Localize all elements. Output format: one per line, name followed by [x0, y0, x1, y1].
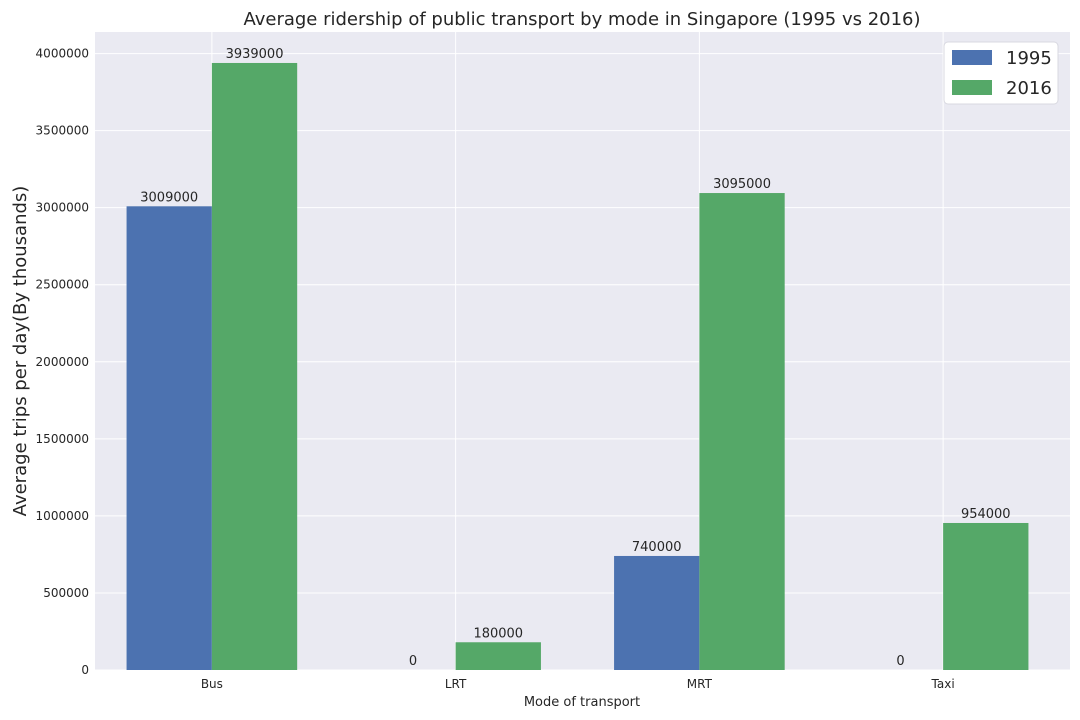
y-tick-label: 2500000 [36, 278, 89, 292]
y-tick-label: 4000000 [36, 47, 89, 61]
data-label-1995-taxi: 0 [896, 654, 904, 669]
y-tick-label: 3500000 [36, 124, 89, 138]
x-tick-label-taxi: Taxi [931, 677, 955, 691]
chart-title: Average ridership of public transport by… [243, 9, 920, 30]
data-label-2016-taxi: 954000 [961, 507, 1011, 522]
legend-label-1995: 1995 [1006, 48, 1052, 69]
x-axis-label: Mode of transport [524, 695, 640, 710]
data-label-2016-lrt: 180000 [473, 626, 523, 641]
data-labels: 3009000 0 740000 0 3939000 180000 3095000 95400… [140, 47, 1010, 669]
data-label-1995-mrt: 740000 [632, 540, 682, 555]
bar-2016-bus [211, 62, 298, 671]
bar-1995-bus [126, 206, 212, 671]
x-axis-ticks: Bus LRT MRT Taxi [201, 677, 955, 691]
legend-swatch-2016 [952, 80, 992, 95]
y-tick-label: 500000 [43, 586, 89, 600]
data-label-1995-lrt: 0 [409, 654, 417, 669]
y-tick-label: 2000000 [36, 355, 89, 369]
data-label-1995-bus: 3009000 [140, 190, 198, 205]
bar-2016-taxi [943, 522, 1029, 670]
x-tick-label-mrt: MRT [687, 677, 713, 691]
y-tick-label: 1500000 [36, 432, 89, 446]
bar-2016-mrt [699, 193, 785, 670]
legend-label-2016: 2016 [1006, 78, 1052, 99]
bar-2016-lrt [455, 642, 541, 670]
bar-1995-mrt [614, 555, 700, 670]
y-tick-label: 3000000 [36, 201, 89, 215]
y-tick-label: 0 [81, 663, 89, 677]
legend: 1995 2016 [943, 41, 1059, 105]
y-axis-label: Average trips per day(By thousands) [10, 186, 31, 517]
y-tick-label: 1000000 [36, 509, 89, 523]
data-label-2016-mrt: 3095000 [713, 177, 771, 192]
legend-swatch-1995 [952, 50, 992, 65]
bars [126, 62, 1029, 671]
y-axis-ticks: 0 500000 1000000 1500000 2000000 2500000 30000… [36, 47, 89, 677]
x-tick-label-bus: Bus [201, 677, 223, 691]
x-tick-label-lrt: LRT [445, 677, 467, 691]
data-label-2016-bus: 3939000 [226, 47, 284, 62]
